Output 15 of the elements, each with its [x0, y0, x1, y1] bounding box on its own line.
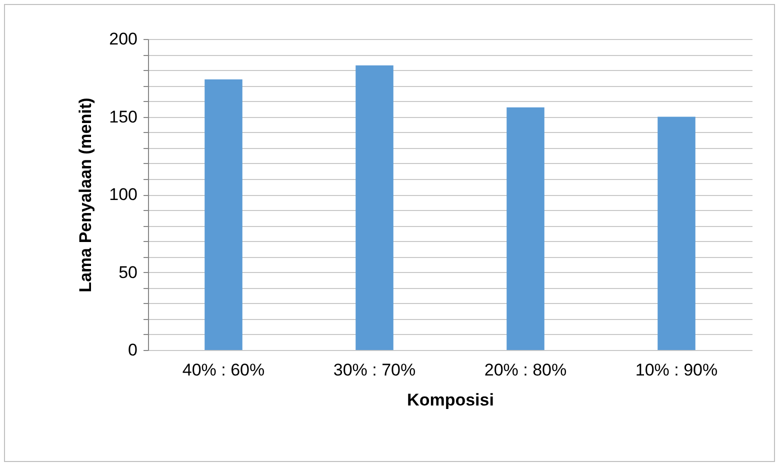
bar: [658, 116, 696, 350]
x-tick-label: 20% : 80%: [484, 360, 567, 380]
y-tick-label: 200: [109, 30, 138, 48]
y-tick-label: 50: [118, 262, 138, 282]
x-axis-title: Komposisi: [407, 390, 494, 410]
y-axis-title: Lama Penyalaan (menit): [76, 98, 96, 292]
y-tick-label: 0: [128, 340, 138, 360]
y-tick-label: 150: [109, 107, 138, 126]
x-tick-label: 10% : 90%: [635, 360, 718, 380]
y-tick-label: 100: [109, 185, 138, 204]
x-tick-label: 30% : 70%: [333, 360, 416, 380]
bar: [356, 65, 394, 350]
bar: [204, 79, 242, 350]
x-tick-label: 40% : 60%: [182, 360, 265, 380]
bar: [506, 107, 544, 350]
